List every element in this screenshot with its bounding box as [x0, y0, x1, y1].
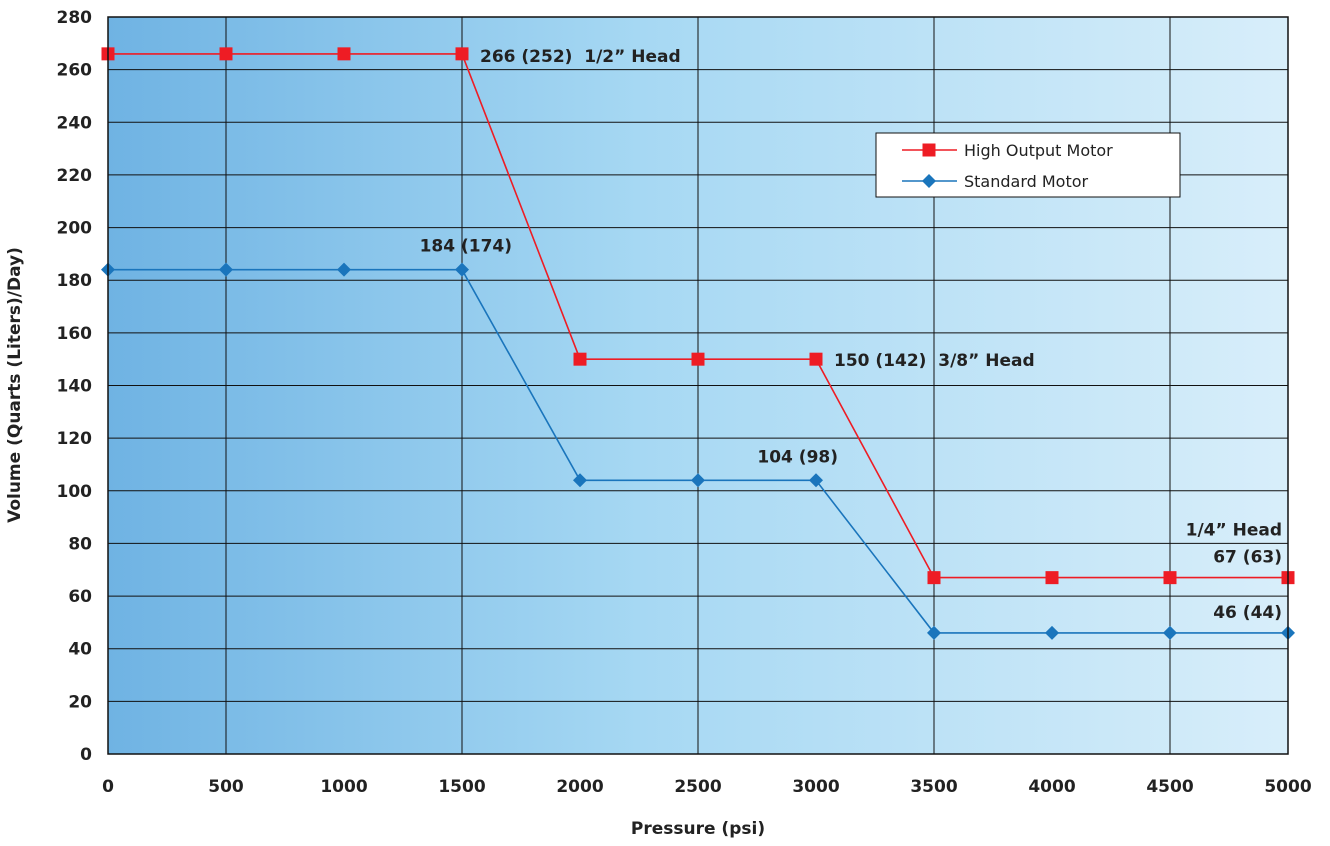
- data-point: [927, 571, 941, 585]
- data-point: [809, 352, 823, 366]
- data-label: 104 (98): [757, 447, 838, 467]
- y-tick-label: 160: [57, 324, 93, 344]
- x-tick-label: 1500: [438, 777, 485, 797]
- data-point: [1163, 571, 1177, 585]
- data-point: [219, 262, 233, 277]
- y-tick-label: 40: [68, 640, 92, 660]
- y-tick-label: 60: [68, 587, 92, 607]
- data-point: [573, 473, 587, 488]
- data-label: 46 (44): [1213, 603, 1282, 623]
- data-point: [219, 47, 233, 61]
- plot-border: [107, 16, 1289, 755]
- data-label: 266 (252) 1/2” Head: [480, 47, 681, 67]
- legend-label-high-output: High Output Motor: [964, 141, 1113, 160]
- y-tick-label: 120: [57, 429, 93, 449]
- data-point: [1045, 571, 1059, 585]
- x-tick-label: 5000: [1264, 777, 1311, 797]
- y-tick-label: 80: [68, 534, 92, 554]
- data-point: [809, 473, 823, 488]
- legend-marker-high-output: [922, 143, 936, 157]
- y-tick-label: 200: [57, 219, 93, 239]
- data-label: 184 (174): [420, 237, 512, 257]
- y-tick-label: 260: [57, 61, 93, 81]
- y-tick-label: 280: [57, 8, 93, 28]
- data-point: [455, 262, 469, 277]
- x-tick-label: 3000: [792, 777, 839, 797]
- x-tick-label: 3500: [910, 777, 957, 797]
- data-point: [337, 262, 351, 277]
- y-axis-title: Volume (Quarts (Liters)/Day): [5, 247, 25, 523]
- x-tick-label: 0: [102, 777, 114, 797]
- y-tick-label: 240: [57, 113, 93, 133]
- data-point: [573, 352, 587, 366]
- data-point: [455, 47, 469, 61]
- x-tick-label: 1000: [320, 777, 367, 797]
- y-tick-label: 180: [57, 271, 93, 291]
- data-label: 150 (142) 3/8” Head: [834, 351, 1035, 371]
- x-axis-title: Pressure (psi): [631, 819, 765, 839]
- x-axis-ticks: 0 500 1000 1500 2000 2500 3000 3500 4000 4500 5000: [102, 777, 1312, 797]
- data-point: [337, 47, 351, 61]
- data-label: 67 (63): [1213, 548, 1282, 568]
- x-tick-label: 4000: [1028, 777, 1075, 797]
- x-tick-label: 2500: [674, 777, 721, 797]
- annotations: 266 (252) 1/2” Head 184 (174) 150 (142) 3/…: [420, 47, 1282, 623]
- y-tick-label: 0: [80, 745, 92, 765]
- data-point: [1163, 625, 1177, 640]
- y-tick-label: 220: [57, 166, 93, 186]
- legend: High Output Motor Standard Motor: [875, 132, 1181, 198]
- y-axis-ticks: 0 20 40 60 80 100 120 140 160 180 200 220 240 260 280: [57, 8, 93, 765]
- data-point: [691, 352, 705, 366]
- legend-label-standard: Standard Motor: [964, 172, 1089, 191]
- y-tick-label: 20: [68, 692, 92, 712]
- data-point: [927, 625, 941, 640]
- legend-marker-standard: [922, 174, 936, 188]
- data-label: 1/4” Head: [1186, 521, 1282, 541]
- data-point: [1045, 625, 1059, 640]
- x-tick-label: 500: [208, 777, 244, 797]
- data-point: [691, 473, 705, 488]
- y-tick-label: 140: [57, 377, 93, 397]
- y-tick-label: 100: [57, 482, 93, 502]
- x-tick-label: 2000: [556, 777, 603, 797]
- x-tick-label: 4500: [1146, 777, 1193, 797]
